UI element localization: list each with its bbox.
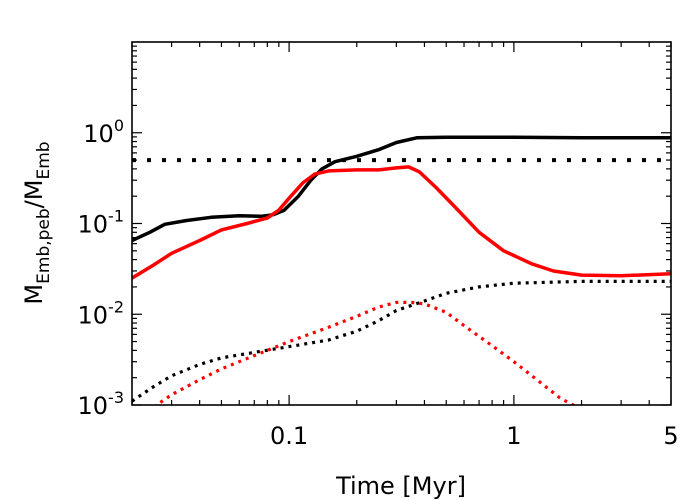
y-tick-label: 10-3	[78, 388, 125, 420]
x-tick-label: 1	[506, 422, 521, 450]
y-tick-label: 10-2	[78, 297, 125, 329]
tick-labels: 0.1 1 5 10-3 10-2 10-1 100	[78, 116, 679, 450]
y-title-base: M	[20, 284, 48, 305]
y-title-base2: M	[20, 180, 48, 201]
plot-frame	[131, 41, 672, 406]
y-title-sub1: Emb,peb	[34, 208, 54, 284]
series-red-solid	[132, 165, 671, 280]
x-tick-label: 0.1	[270, 422, 308, 450]
series-black-dotted	[132, 279, 671, 403]
y-axis-title: MEmb,peb/MEmb	[20, 141, 54, 304]
series-red-dotted	[153, 300, 577, 405]
y-title-slash: /	[20, 199, 48, 208]
x-tick-label: 5	[663, 422, 678, 450]
x-axis-title: Time [Myr]	[335, 472, 466, 500]
series-layer	[132, 135, 671, 405]
y-tick-label: 10-1	[78, 207, 125, 239]
series-black-solid	[132, 135, 671, 243]
ticks	[131, 42, 672, 406]
y-title-sub2: Emb	[34, 141, 54, 179]
y-tick-label: 100	[83, 116, 124, 148]
